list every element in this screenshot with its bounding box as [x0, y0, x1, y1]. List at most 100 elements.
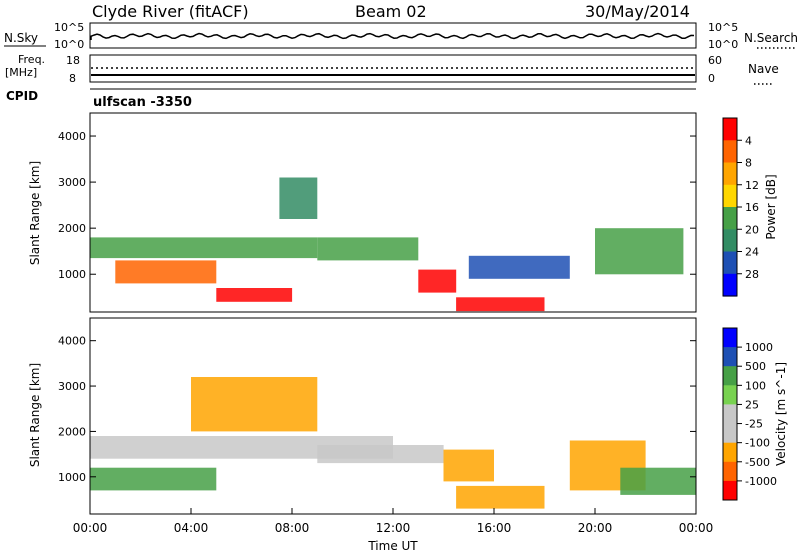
velocity-band-7: [620, 467, 697, 495]
velocity-ytick-label-0: 1000: [58, 471, 86, 484]
velocity-y-axis: 1000 2000 3000 4000: [58, 335, 696, 484]
velocity-y-axis-label: Slant Range [km]: [28, 363, 42, 467]
power-band-8: [595, 228, 684, 275]
velocity-panel: 1000 2000 3000 4000 Slant Range [km]: [28, 317, 697, 515]
nsky-panel: [89, 22, 697, 49]
time-tick-label-0: 00:00: [73, 521, 108, 535]
power-colorbar-swatches: [723, 118, 737, 297]
freq-label: Freq.: [18, 53, 45, 66]
velocity-colorbar-tick-label-2: -100: [745, 437, 770, 450]
power-colorbar-tick-label-2: 20: [745, 223, 759, 236]
time-axis-label: Time UT: [367, 539, 418, 553]
power-ytick-label-3: 4000: [58, 130, 86, 143]
power-band-4: [317, 237, 419, 261]
freq-tick-bottom: 8: [69, 72, 76, 85]
power-colorbar-swatch-0: [723, 118, 737, 141]
velocity-colorbar-tick-label-1: -500: [745, 456, 770, 469]
nsearch-label: N.Search: [744, 31, 798, 45]
power-data-cells: [90, 177, 684, 312]
nsky-tick-top: 10^5: [54, 21, 84, 34]
velocity-band-5: [443, 449, 494, 482]
velocity-colorbar-swatch-3: [723, 385, 737, 405]
power-colorbar-tick-label-4: 12: [745, 179, 759, 192]
cpid-label: CPID: [6, 89, 38, 103]
velocity-colorbar-label: Velocity [m s^-1]: [774, 362, 788, 466]
power-colorbar-ticks: 28 24 20 16 12 8 4: [737, 134, 759, 281]
velocity-colorbar-swatch-0: [723, 328, 737, 348]
power-colorbar-swatch-6: [723, 251, 737, 275]
time-tick-label-5: 20:00: [578, 521, 613, 535]
nave-tick-top: 60: [708, 54, 722, 67]
power-band-0: [90, 237, 318, 259]
power-colorbar: 28 24 20 16 12 8 4 Power [dB]: [722, 117, 778, 297]
time-tick-label-3: 12:00: [376, 521, 411, 535]
velocity-colorbar-tick-label-4: 25: [745, 398, 759, 411]
velocity-colorbar-border: [722, 327, 738, 501]
power-band-2: [216, 288, 293, 302]
power-y-axis-label: Slant Range [km]: [28, 161, 42, 265]
velocity-colorbar-tick-label-0: -1000: [745, 475, 777, 488]
power-colorbar-label: Power [dB]: [764, 174, 778, 239]
velocity-colorbar-swatch-7: [723, 461, 737, 482]
date-title: 30/May/2014: [585, 2, 690, 21]
freq-panel: [89, 54, 697, 83]
power-band-3: [279, 177, 318, 219]
power-colorbar-swatch-4: [723, 207, 737, 230]
nsearch-tick-top: 10^5: [708, 21, 738, 34]
velocity-data-cells: [90, 377, 697, 509]
velocity-colorbar-tick-label-7: 1000: [745, 341, 773, 354]
time-tick-label-4: 16:00: [477, 521, 512, 535]
power-ytick-label-0: 1000: [58, 268, 86, 281]
velocity-ytick-label-1: 2000: [58, 425, 86, 438]
velocity-colorbar-swatch-4: [723, 404, 737, 424]
velocity-band-2: [191, 377, 318, 432]
freq-tick-top: 18: [66, 54, 80, 67]
velocity-band-4: [456, 485, 545, 509]
power-colorbar-tick-label-1: 24: [745, 246, 759, 259]
power-colorbar-swatch-1: [723, 140, 737, 164]
velocity-colorbar-swatch-2: [723, 366, 737, 386]
nsky-trace-line: [90, 32, 695, 40]
power-ytick-label-1: 2000: [58, 222, 86, 235]
power-band-7: [468, 255, 570, 279]
cpid-value: ulfscan -3350: [93, 95, 192, 110]
beam-title: Beam 02: [355, 2, 427, 21]
nave-label: Nave: [748, 62, 779, 76]
power-band-1: [115, 260, 217, 284]
power-colorbar-tick-label-0: 28: [745, 268, 759, 281]
velocity-colorbar-tick-label-6: 500: [745, 360, 766, 373]
velocity-band-3: [317, 445, 444, 464]
time-tick-label-6: 00:00: [679, 521, 714, 535]
power-plot-border: [89, 112, 697, 313]
power-colorbar-swatch-2: [723, 162, 737, 186]
velocity-colorbar-tick-label-5: 100: [745, 379, 766, 392]
power-colorbar-swatch-3: [723, 184, 737, 208]
velocity-ytick-label-3: 4000: [58, 335, 86, 348]
power-y-axis: 1000 2000 3000 4000: [58, 130, 696, 281]
freq-unit: [MHz]: [5, 66, 37, 79]
time-tick-label-2: 08:00: [275, 521, 310, 535]
nsky-label: N.Sky: [4, 31, 38, 45]
velocity-band-0: [90, 436, 393, 459]
power-band-6: [456, 297, 545, 312]
velocity-colorbar-swatch-6: [723, 442, 737, 463]
time-tick-label-1: 04:00: [174, 521, 209, 535]
velocity-colorbar-swatch-8: [723, 480, 737, 501]
power-colorbar-tick-label-5: 8: [745, 157, 752, 170]
power-band-5: [418, 269, 457, 293]
power-colorbar-tick-label-3: 16: [745, 201, 759, 214]
power-colorbar-swatch-5: [723, 229, 737, 253]
site-title: Clyde River (fitACF): [92, 2, 249, 21]
velocity-ytick-label-2: 3000: [58, 380, 86, 393]
velocity-colorbar-swatch-5: [723, 423, 737, 444]
nsky-trace: [90, 32, 695, 40]
velocity-colorbar-swatches: [723, 328, 737, 501]
power-colorbar-swatch-7: [723, 273, 737, 297]
power-panel: 1000 2000 3000 4000 Slant Range [km]: [28, 112, 697, 313]
nsky-tick-bottom: 10^0: [54, 38, 84, 51]
velocity-colorbar: -1000 -500 -100 -25 25 100 500 1000 Velocity [m…: [722, 327, 788, 501]
time-axis: 00:00 04:00 08:00 12:00 16:00 20:00 00:00: [73, 508, 714, 535]
power-colorbar-tick-label-6: 4: [745, 134, 752, 147]
velocity-colorbar-swatch-1: [723, 347, 737, 367]
